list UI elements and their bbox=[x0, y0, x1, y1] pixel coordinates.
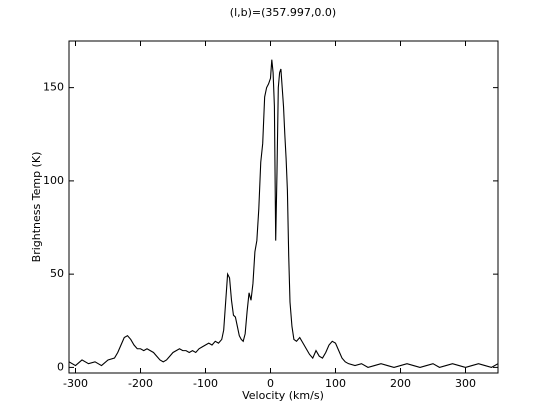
plot-frame bbox=[68, 40, 499, 374]
y-axis-label: Brightness Temp (K) bbox=[30, 152, 43, 263]
x-tick-label: -300 bbox=[63, 377, 88, 390]
x-tick-label: 300 bbox=[455, 377, 476, 390]
y-tick-label: 100 bbox=[43, 174, 64, 187]
x-axis-label: Velocity (km/s) bbox=[242, 389, 324, 402]
x-tick-label: 100 bbox=[325, 377, 346, 390]
y-tick-label: 0 bbox=[57, 360, 64, 373]
x-tick-label: 200 bbox=[390, 377, 411, 390]
data-line bbox=[68, 59, 499, 368]
x-tick-label: -200 bbox=[128, 377, 153, 390]
y-tick-label: 150 bbox=[43, 81, 64, 94]
y-tick-label: 50 bbox=[50, 267, 64, 280]
x-tick-label: -100 bbox=[193, 377, 218, 390]
chart-title: (l,b)=(357.997,0.0) bbox=[230, 6, 336, 19]
x-tick-label: 0 bbox=[267, 377, 274, 390]
